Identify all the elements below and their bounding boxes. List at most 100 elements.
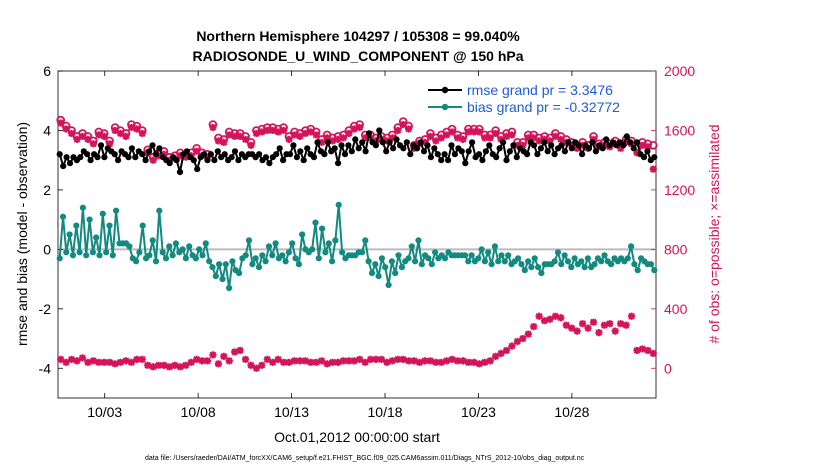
obs-lower-point xyxy=(459,357,467,365)
rmse-point xyxy=(60,163,67,170)
rmse-point xyxy=(500,139,507,146)
bias-point xyxy=(236,270,243,277)
bias-point xyxy=(199,252,206,259)
obs-assimilated-point xyxy=(432,137,440,145)
rmse-point xyxy=(183,148,190,155)
bias-point xyxy=(408,243,415,250)
bias-point xyxy=(498,252,505,259)
obs-lower-point xyxy=(410,357,418,365)
rmse-point xyxy=(390,145,397,152)
rmse-point xyxy=(63,154,70,161)
obs-assimilated-point xyxy=(241,135,250,143)
obs-lower-point xyxy=(78,354,87,362)
rmse-point xyxy=(352,136,359,143)
obs-lower-point xyxy=(285,358,293,366)
bias-point xyxy=(428,261,435,268)
obs-assimilated-point xyxy=(67,129,76,138)
obs-assimilated-point xyxy=(633,149,641,157)
bias-point xyxy=(269,252,276,259)
rmse-point xyxy=(551,151,558,158)
bias-point xyxy=(515,255,522,262)
obs-assimilated-point xyxy=(361,134,369,142)
bias-point xyxy=(485,249,492,256)
rmse-point xyxy=(111,151,118,158)
bias-point xyxy=(322,249,329,256)
rmse-point xyxy=(214,148,221,155)
obs-assimilated-point xyxy=(589,135,598,143)
obs-lower-point xyxy=(540,317,549,325)
obs-assimilated-point xyxy=(209,123,217,132)
obs-assimilated-point xyxy=(122,132,130,140)
rmse-point xyxy=(524,151,531,158)
obs-assimilated-point xyxy=(356,123,364,132)
obs-assimilated-point xyxy=(345,129,353,138)
obs-lower-point xyxy=(144,361,152,369)
bias-point xyxy=(521,267,528,274)
obs-assimilated-point xyxy=(399,120,407,129)
rmse-point xyxy=(585,145,593,152)
bias-point xyxy=(385,281,392,289)
rmse-point xyxy=(441,151,448,158)
rmse-point xyxy=(149,142,156,149)
obs-lower-point xyxy=(388,357,396,365)
bias-point xyxy=(432,249,439,256)
rmse-point xyxy=(228,154,235,161)
rmse-point xyxy=(139,151,146,158)
bias-point xyxy=(169,252,176,259)
obs-lower-point xyxy=(263,355,271,363)
obs-lower-point xyxy=(95,358,103,366)
bias-point xyxy=(398,264,405,271)
obs-lower-point xyxy=(437,358,445,366)
obs-assimilated-point xyxy=(89,140,97,148)
obs-lower-point xyxy=(448,355,456,363)
rmse-point xyxy=(623,133,630,140)
rmse-point xyxy=(290,142,297,149)
obs-lower-point xyxy=(356,355,364,363)
obs-lower-point xyxy=(530,323,538,331)
obs-assimilated-point xyxy=(470,128,478,136)
obs-lower-point xyxy=(290,357,299,365)
rmse-point xyxy=(321,151,328,158)
bias-point xyxy=(259,252,266,259)
obs-assimilated-point xyxy=(426,132,434,140)
bias-point xyxy=(133,258,140,265)
obs-assimilated-point xyxy=(95,131,103,139)
bias-point xyxy=(202,240,209,247)
bias-point xyxy=(368,270,376,277)
obs-lower-point xyxy=(258,361,266,369)
left-tick-label: -4 xyxy=(39,360,52,376)
rmse-point xyxy=(420,148,428,155)
rmse-point xyxy=(84,151,91,158)
rmse-point xyxy=(128,145,135,152)
obs-lower-point xyxy=(481,358,489,366)
obs-lower-point xyxy=(557,314,565,322)
obs-assimilated-point xyxy=(252,129,261,138)
obs-assimilated-point xyxy=(481,134,489,142)
obs-lower-point xyxy=(280,358,288,366)
obs-lower-point xyxy=(551,312,560,320)
bias-point xyxy=(56,255,63,262)
bias-point xyxy=(166,243,173,250)
rmse-point xyxy=(630,145,637,152)
x-tick-label: 10/23 xyxy=(461,404,496,420)
obs-assimilated-point xyxy=(258,128,266,136)
obs-lower-point xyxy=(154,361,163,369)
bias-point xyxy=(571,255,578,262)
obs-assimilated-point xyxy=(301,129,309,138)
obs-assimilated-point xyxy=(459,135,467,143)
bias-point xyxy=(531,255,538,262)
rmse-point xyxy=(314,139,321,146)
obs-assimilated-point xyxy=(100,132,108,140)
obs-lower-point xyxy=(62,358,70,366)
rmse-point xyxy=(176,169,184,176)
rmse-point xyxy=(414,145,421,152)
right-tick-label: 800 xyxy=(664,241,688,257)
left-tick-label: 2 xyxy=(43,182,51,198)
obs-lower-point xyxy=(627,312,636,320)
rmse-point xyxy=(280,157,287,164)
obs-lower-point xyxy=(611,327,619,335)
rmse-point xyxy=(300,157,307,164)
obs-lower-point xyxy=(638,345,647,353)
obs-lower-point xyxy=(600,321,608,329)
obs-assimilated-point xyxy=(280,126,288,135)
